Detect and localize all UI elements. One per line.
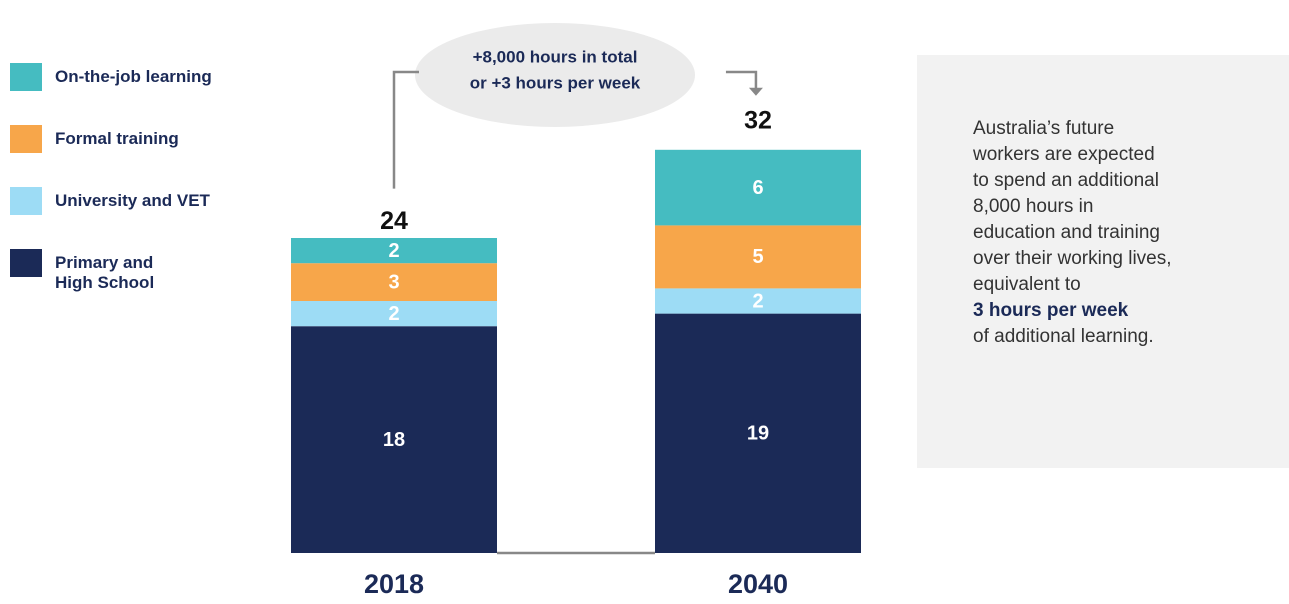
legend-label: University and VET [55,191,210,210]
bar-segment [291,301,497,327]
legend-swatch [10,63,42,91]
bar-segment [655,313,861,553]
segment-label: 2 [388,303,399,325]
total-label: 32 [744,106,772,134]
segment-label: 2 [388,240,399,262]
x-tick-label: 2040 [728,569,788,599]
legend-swatch [10,125,42,153]
annotation-bubble [415,23,695,127]
legend-swatch [10,249,42,277]
legend-label: Primary and High School [55,253,155,292]
connector [725,70,758,90]
segment-label: 18 [383,429,405,451]
segment-label: 3 [388,271,399,293]
arrow-head [748,87,763,96]
legend-label: On-the-job learning [55,67,212,86]
note-text: Australia’s future [973,118,1115,139]
segment-label: 19 [747,423,769,445]
legend-swatch [10,187,42,215]
bar-segment [291,263,497,301]
note-text: education and training [973,222,1160,243]
legend-label: Formal training [55,129,179,148]
annotation: or +3 hours per week [470,73,641,92]
bar-segment [655,225,861,289]
annotation: +8,000 hours in total [473,47,638,66]
note-text: of additional learning. [973,326,1154,347]
segment-label: 5 [752,246,763,268]
note-text: workers are expected [973,144,1155,165]
note-text: to spend an additional [973,170,1159,191]
bar-segment [655,149,861,226]
x-tick-label: 2018 [364,569,424,599]
connector [392,70,419,189]
note-emphasis: 3 hours per week [973,300,1129,321]
note-box: Australia’s future workers are expected to… [917,55,1289,468]
bar-segment [655,288,861,314]
segment-label: 6 [752,177,763,199]
segment-label: 2 [752,290,763,312]
note-text: equivalent to [973,274,1081,295]
bar-segment [291,326,497,553]
chart: +8,000 hours in total or +3 hours per we… [291,23,861,599]
note-text: 8,000 hours in [973,196,1094,217]
note-text: over their working lives, [973,248,1172,269]
total-label: 24 [380,207,408,235]
bar-segment [291,238,497,264]
